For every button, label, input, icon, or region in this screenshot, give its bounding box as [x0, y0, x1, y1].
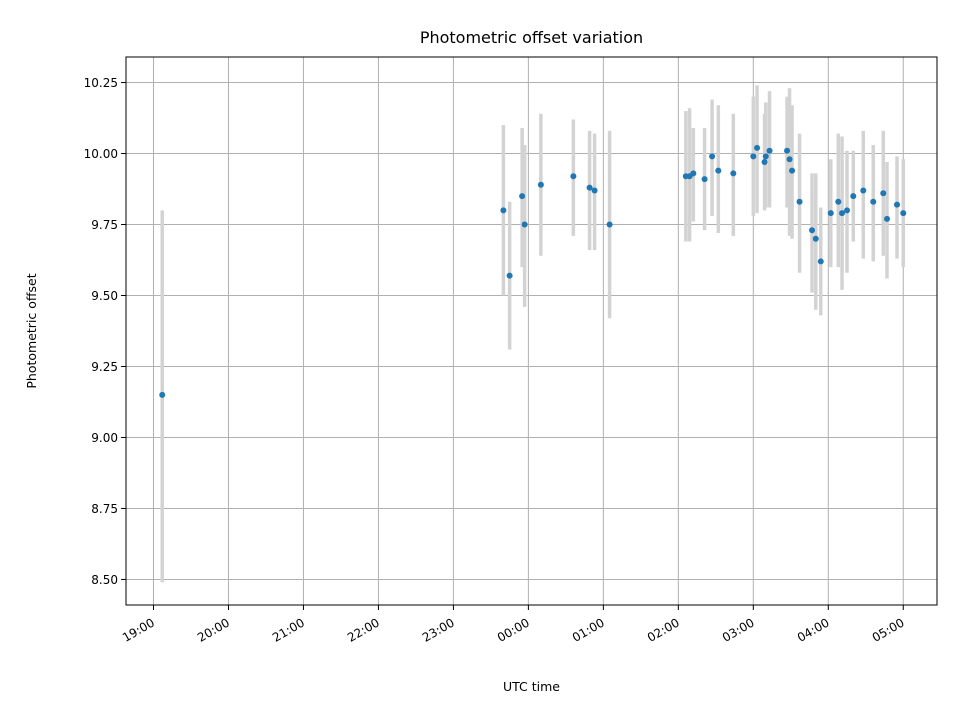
data-point: [784, 147, 791, 154]
y-tick-label: 10.25: [84, 76, 118, 90]
data-point: [835, 198, 842, 205]
data-point: [715, 167, 722, 174]
data-point: [844, 207, 851, 214]
data-point: [709, 153, 716, 160]
data-point: [159, 391, 166, 398]
y-axis-label: Photometric offset: [24, 273, 39, 388]
data-point: [586, 184, 593, 191]
data-point: [519, 193, 526, 200]
data-point: [827, 210, 834, 217]
data-point: [762, 153, 769, 160]
data-point: [809, 227, 816, 234]
y-tick-label: 8.50: [91, 573, 118, 587]
data-point: [894, 201, 901, 208]
data-point: [606, 221, 613, 228]
data-point: [591, 187, 598, 194]
data-point: [789, 167, 796, 174]
data-point: [537, 181, 544, 188]
data-point: [880, 190, 887, 197]
grid-lines: [126, 57, 937, 605]
y-tick-label: 9.50: [91, 289, 118, 303]
y-tick-label: 9.25: [91, 360, 118, 374]
data-point: [690, 170, 697, 177]
data-point: [812, 235, 819, 242]
data-point: [900, 210, 907, 217]
data-point: [850, 193, 857, 200]
data-point: [521, 221, 528, 228]
data-point: [506, 272, 513, 279]
data-point: [754, 144, 761, 151]
y-tick-label: 8.75: [91, 502, 118, 516]
data-point: [786, 156, 793, 163]
data-points: [159, 144, 907, 398]
data-point: [750, 153, 757, 160]
data-point: [570, 173, 577, 180]
data-point: [500, 207, 507, 214]
plot-area-frame: [125, 56, 938, 606]
data-point: [884, 215, 891, 222]
data-point: [761, 159, 768, 166]
chart-title: Photometric offset variation: [420, 28, 643, 47]
x-axis-label: UTC time: [503, 679, 560, 694]
y-tick-label: 9.00: [91, 431, 118, 445]
data-point: [860, 187, 867, 194]
data-point: [766, 147, 773, 154]
data-point: [701, 176, 708, 183]
y-tick-label: 10.00: [84, 147, 118, 161]
data-point: [817, 258, 824, 265]
data-point: [870, 198, 877, 205]
data-point: [839, 210, 846, 217]
data-point: [796, 198, 803, 205]
data-point: [730, 170, 737, 177]
y-tick-label: 9.75: [91, 218, 118, 232]
